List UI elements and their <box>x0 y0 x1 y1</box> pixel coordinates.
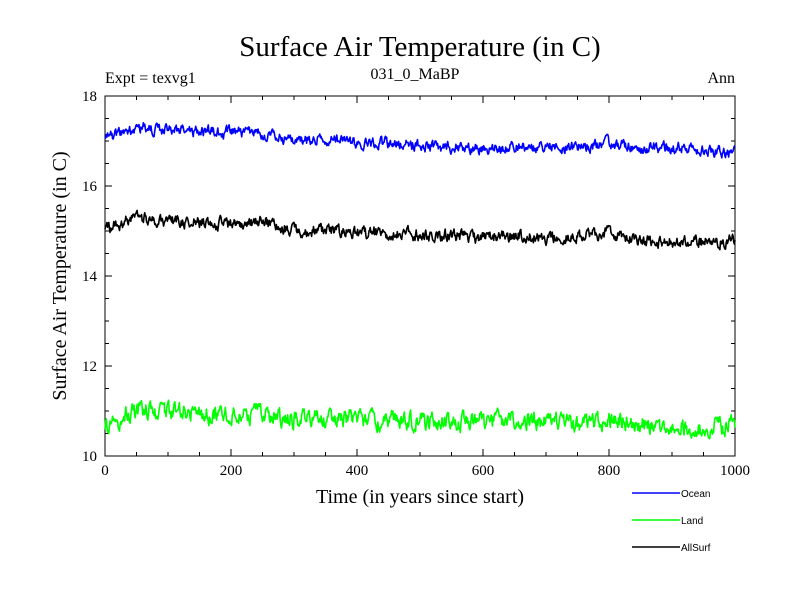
x-tick-label: 0 <box>101 463 109 479</box>
legend: Ocean Land AllSurf <box>632 489 711 554</box>
x-tick-label: 1000 <box>720 463 750 479</box>
x-tick-label: 800 <box>598 463 621 479</box>
series-line-land <box>104 399 736 440</box>
series-line-ocean <box>104 122 736 159</box>
x-axis-label: Time (in years since start) <box>316 486 524 508</box>
x-tick-label: 400 <box>346 463 369 479</box>
x-tick-label: 600 <box>472 463 495 479</box>
axis-ticks <box>104 95 736 457</box>
legend-entry-ocean: Ocean <box>632 489 710 500</box>
legend-label: Land <box>681 516 703 527</box>
y-tick-label: 14 <box>82 269 98 285</box>
x-tick-labels: 0 200 400 600 800 1000 <box>101 463 750 479</box>
legend-entry-allsurf: AllSurf <box>632 543 711 554</box>
y-tick-label: 18 <box>82 89 97 105</box>
experiment-annotation: Expt = texvg1 <box>105 70 196 87</box>
y-tick-label: 12 <box>82 359 97 375</box>
y-tick-label: 16 <box>82 179 98 195</box>
legend-label: Ocean <box>681 489 710 500</box>
y-tick-label: 10 <box>82 449 97 465</box>
chart-title: Surface Air Temperature (in C) <box>239 31 600 63</box>
series-lines <box>104 122 736 440</box>
period-annotation: 031_0_MaBP <box>371 66 460 83</box>
x-tick-label: 200 <box>220 463 243 479</box>
y-axis-label: Surface Air Temperature (in C) <box>49 151 71 400</box>
legend-entry-land: Land <box>632 516 703 527</box>
season-annotation: Ann <box>707 70 735 87</box>
y-tick-labels: 10 12 14 16 18 <box>82 89 98 465</box>
series-line-allsurf <box>104 209 736 251</box>
legend-label: AllSurf <box>681 543 711 554</box>
